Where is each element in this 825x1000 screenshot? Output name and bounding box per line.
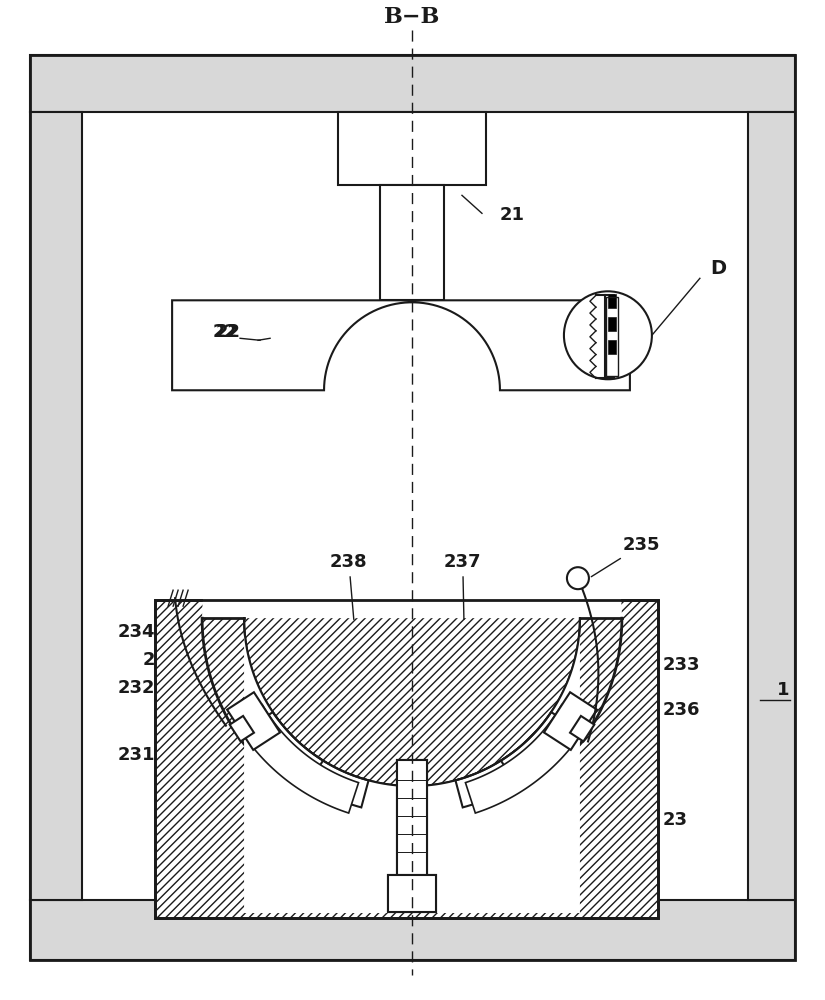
Polygon shape [227, 692, 280, 750]
Polygon shape [608, 340, 616, 354]
Polygon shape [289, 749, 369, 807]
Text: 236: 236 [663, 701, 700, 719]
Polygon shape [399, 875, 425, 907]
Polygon shape [501, 712, 574, 784]
Polygon shape [155, 600, 658, 918]
Text: D: D [710, 259, 726, 278]
Polygon shape [397, 760, 427, 875]
Polygon shape [608, 294, 616, 308]
Text: 23: 23 [663, 811, 688, 829]
Polygon shape [388, 875, 436, 912]
Text: 235: 235 [592, 536, 660, 577]
Circle shape [567, 567, 589, 589]
Text: 2: 2 [143, 651, 155, 669]
Polygon shape [465, 705, 589, 813]
Text: 22: 22 [215, 323, 241, 341]
Polygon shape [397, 760, 427, 875]
Polygon shape [380, 185, 444, 300]
Polygon shape [455, 749, 535, 807]
Text: 231: 231 [118, 746, 155, 764]
Polygon shape [229, 716, 254, 741]
Text: 238: 238 [330, 553, 368, 619]
Polygon shape [244, 618, 580, 913]
Polygon shape [31, 55, 794, 112]
Polygon shape [338, 112, 486, 185]
Text: 1: 1 [777, 681, 790, 699]
Text: 234: 234 [118, 623, 155, 641]
Polygon shape [31, 55, 794, 960]
Polygon shape [747, 112, 794, 900]
Text: B−B: B−B [384, 6, 441, 28]
Polygon shape [31, 112, 82, 900]
Text: 22: 22 [213, 323, 238, 341]
Polygon shape [202, 408, 622, 618]
Text: 237: 237 [444, 553, 482, 619]
Polygon shape [608, 317, 616, 331]
Polygon shape [234, 705, 359, 813]
Polygon shape [172, 300, 630, 390]
Polygon shape [31, 900, 794, 960]
Polygon shape [388, 875, 436, 912]
Text: 21: 21 [500, 206, 525, 224]
Polygon shape [570, 716, 594, 741]
Polygon shape [250, 712, 323, 784]
Text: 233: 233 [663, 656, 700, 674]
Text: 232: 232 [118, 679, 155, 697]
Polygon shape [544, 692, 597, 750]
Circle shape [564, 291, 652, 379]
